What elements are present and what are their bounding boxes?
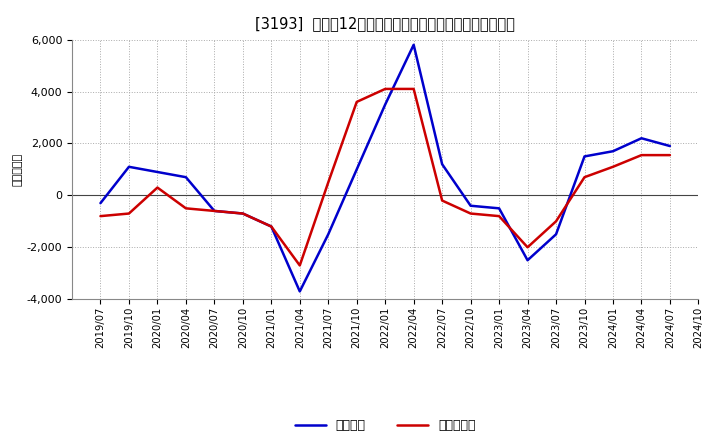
当期純利益 [637,153,646,158]
経常利益 [153,169,162,175]
当期純利益 [324,180,333,185]
当期純利益 [467,211,475,216]
当期純利益 [552,219,560,224]
経常利益 [438,161,446,167]
当期純利益 [665,153,674,158]
経常利益 [125,164,133,169]
当期純利益 [295,263,304,268]
当期純利益 [210,208,219,213]
Title: [3193]  利益だ12か月移動合計の対前年同期増減額の推移: [3193] 利益だ12か月移動合計の対前年同期増減額の推移 [256,16,515,32]
Line: 当期純利益: 当期純利益 [101,89,670,265]
経常利益 [467,203,475,209]
当期純利益 [608,164,617,169]
経常利益 [637,136,646,141]
当期純利益 [495,213,503,219]
経常利益 [523,258,532,263]
経常利益 [238,211,247,216]
当期純利益 [410,86,418,92]
経常利益 [324,231,333,237]
当期純利益 [438,198,446,203]
Legend: 経常利益, 当期純利益: 経常利益, 当期純利益 [289,414,481,437]
経常利益 [267,224,276,229]
経常利益 [181,175,190,180]
経常利益 [552,231,560,237]
経常利益 [495,205,503,211]
当期純利益 [523,245,532,250]
経常利益 [410,42,418,48]
経常利益 [608,149,617,154]
経常利益 [96,201,105,206]
経常利益 [381,102,390,107]
当期純利益 [381,86,390,92]
当期純利益 [181,205,190,211]
経常利益 [580,154,589,159]
Y-axis label: （百万円）: （百万円） [12,153,22,186]
当期純利益 [125,211,133,216]
Line: 経常利益: 経常利益 [101,45,670,291]
経常利益 [665,143,674,149]
経常利益 [295,289,304,294]
当期純利益 [153,185,162,190]
当期純利益 [352,99,361,105]
当期純利益 [238,211,247,216]
経常利益 [210,208,219,213]
当期純利益 [267,224,276,229]
当期純利益 [96,213,105,219]
当期純利益 [580,175,589,180]
経常利益 [352,167,361,172]
